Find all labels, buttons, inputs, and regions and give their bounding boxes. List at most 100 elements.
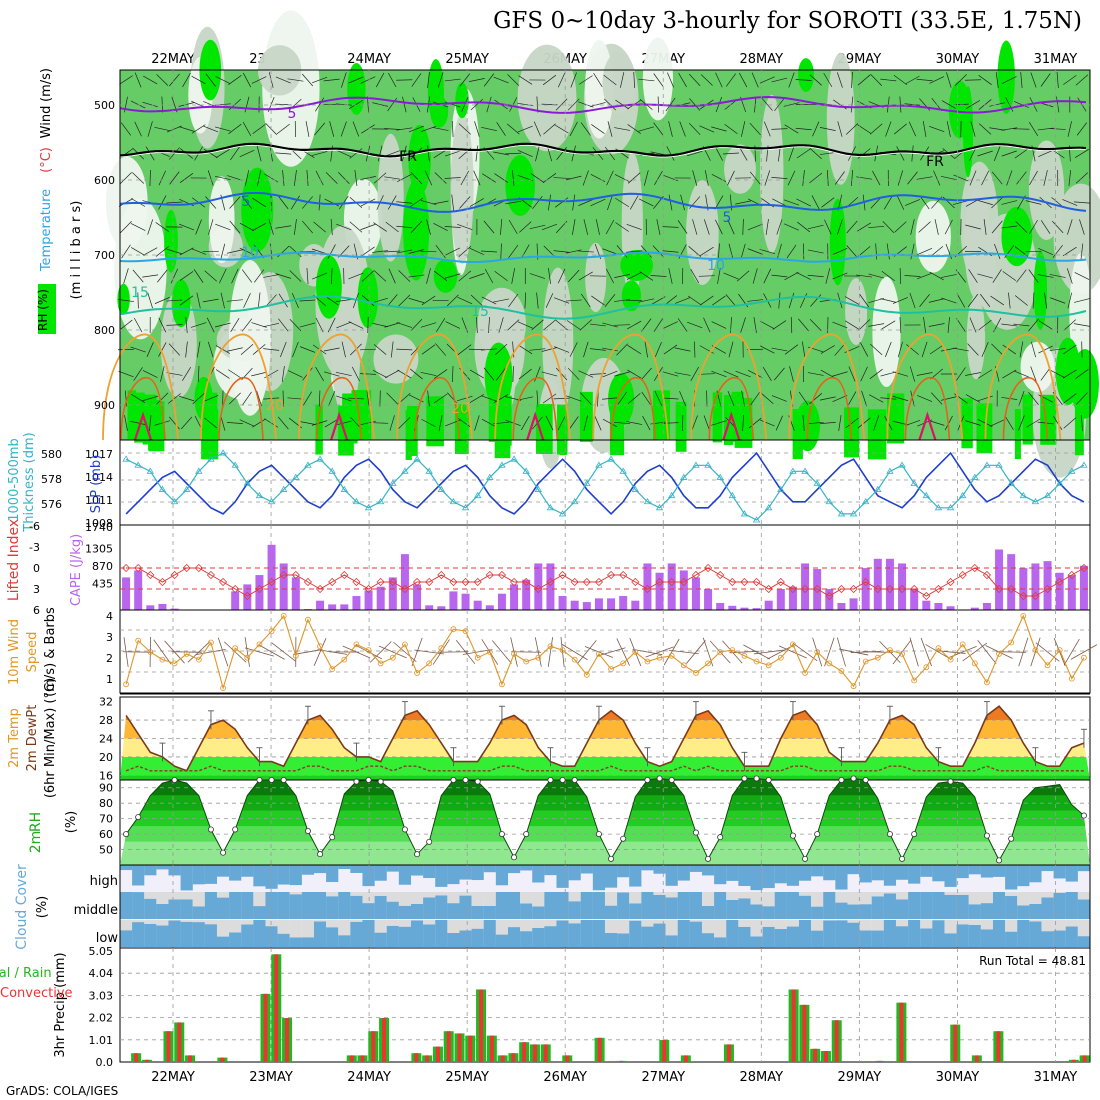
wind-barb <box>837 121 843 137</box>
wind-barb <box>851 71 853 89</box>
wind-barb <box>941 297 957 304</box>
cape-bar <box>910 589 919 610</box>
wind-barb <box>323 371 340 377</box>
wind-barb <box>299 299 316 302</box>
rh-high-patch <box>134 392 145 443</box>
wind-barb <box>700 74 713 86</box>
wind-barb <box>846 220 858 234</box>
temp-contour-25 <box>708 376 755 441</box>
precip-convective-bar <box>489 1035 494 1062</box>
wind-barb <box>880 298 897 303</box>
cloud-gap <box>362 892 375 904</box>
thickness-marker <box>934 504 943 511</box>
rh-marker <box>838 777 845 784</box>
thickness-marker <box>898 461 906 468</box>
wind-barb <box>727 219 735 235</box>
precip-convective-bar <box>996 1031 1001 1062</box>
cloud-bar <box>750 904 763 919</box>
wind-barb <box>788 72 795 88</box>
cloud-bar <box>156 865 169 870</box>
wind-barb <box>820 369 835 379</box>
wind-barb <box>196 292 201 309</box>
thickness-marker <box>680 473 688 480</box>
wind-barb <box>968 269 978 283</box>
wind-barb <box>607 194 613 211</box>
wind-speed-marker <box>959 641 966 648</box>
rh-marker <box>814 831 821 838</box>
cloud-bar <box>786 892 800 919</box>
cloud-bar <box>495 934 509 947</box>
cape-bar <box>243 584 252 610</box>
wind-barb <box>436 318 446 332</box>
wind-barb-10m <box>547 637 554 667</box>
wind-barb <box>1002 344 1017 355</box>
wind-barb-10m <box>411 637 423 667</box>
wind-barb <box>195 219 202 235</box>
cloud-bar <box>301 865 315 875</box>
wind-barb <box>196 341 201 358</box>
cape-bar <box>413 584 422 610</box>
wind-speed-marker <box>814 649 821 655</box>
cape-bar <box>704 589 713 610</box>
slp-line <box>125 451 1085 516</box>
wind-barb <box>760 345 775 354</box>
rh-marker <box>644 777 651 784</box>
wind-barb <box>220 415 226 431</box>
rh-high-patch <box>433 258 458 293</box>
wind-barb <box>1073 323 1090 327</box>
wind-barb <box>179 247 194 256</box>
thickness-marker <box>1068 467 1076 474</box>
cape-bar <box>279 563 288 610</box>
wind-barb <box>457 296 473 305</box>
thickness-marker <box>231 461 239 468</box>
wind-barb <box>801 341 806 358</box>
cloud-gap <box>301 920 315 938</box>
cloud-bar <box>338 935 351 947</box>
wind-tick-label: 1 <box>106 673 113 686</box>
wind-barb <box>1004 244 1015 259</box>
wind-barb <box>765 219 769 235</box>
wind-barb <box>1038 248 1054 255</box>
cloud-bar <box>726 865 739 881</box>
wind-barb <box>349 221 363 233</box>
cloud-bar <box>629 920 642 947</box>
wind-barb <box>577 250 594 253</box>
wind-barb <box>860 366 868 382</box>
rh-marker <box>753 775 760 782</box>
li-marker <box>594 577 604 587</box>
wind-barb <box>134 121 142 137</box>
wind-barb <box>1063 75 1077 85</box>
wind-barb <box>445 247 461 256</box>
wind-barb <box>306 169 309 187</box>
rh-axis-label: RH (%) <box>36 289 50 331</box>
thickness-marker <box>255 491 264 499</box>
wind-barb <box>373 344 387 355</box>
wind-barb <box>243 293 251 308</box>
wind-barb <box>508 293 519 308</box>
cloud-bar <box>447 865 460 885</box>
thickness-marker <box>583 479 591 486</box>
contour-label: FR <box>926 154 944 170</box>
wind-barb <box>626 421 643 425</box>
cloud-gap <box>968 892 981 905</box>
wind-barb <box>373 270 387 282</box>
cloud-bar <box>277 865 290 885</box>
cape-bar <box>558 596 567 610</box>
pressure-tick-label: 900 <box>94 399 115 412</box>
cloud-bar <box>362 865 375 887</box>
wind-barb <box>311 420 328 426</box>
rh-high-patch <box>712 392 723 443</box>
cloud-bar <box>859 904 872 919</box>
cloud-bar <box>762 926 775 947</box>
precip-convective-bar <box>457 1033 462 1062</box>
wind-barb <box>541 223 558 231</box>
wind-barb <box>1038 149 1054 158</box>
millibars-axis-label: (m i l l i b a r s) <box>69 201 84 300</box>
wind-barb <box>642 415 651 431</box>
cloud-bar <box>750 865 763 891</box>
cape-bar <box>752 608 761 610</box>
wind-axis-label: Wind <box>39 106 54 139</box>
cloud-gap <box>665 892 678 898</box>
wind-barb <box>420 125 437 133</box>
rh-low-patch <box>845 278 868 345</box>
